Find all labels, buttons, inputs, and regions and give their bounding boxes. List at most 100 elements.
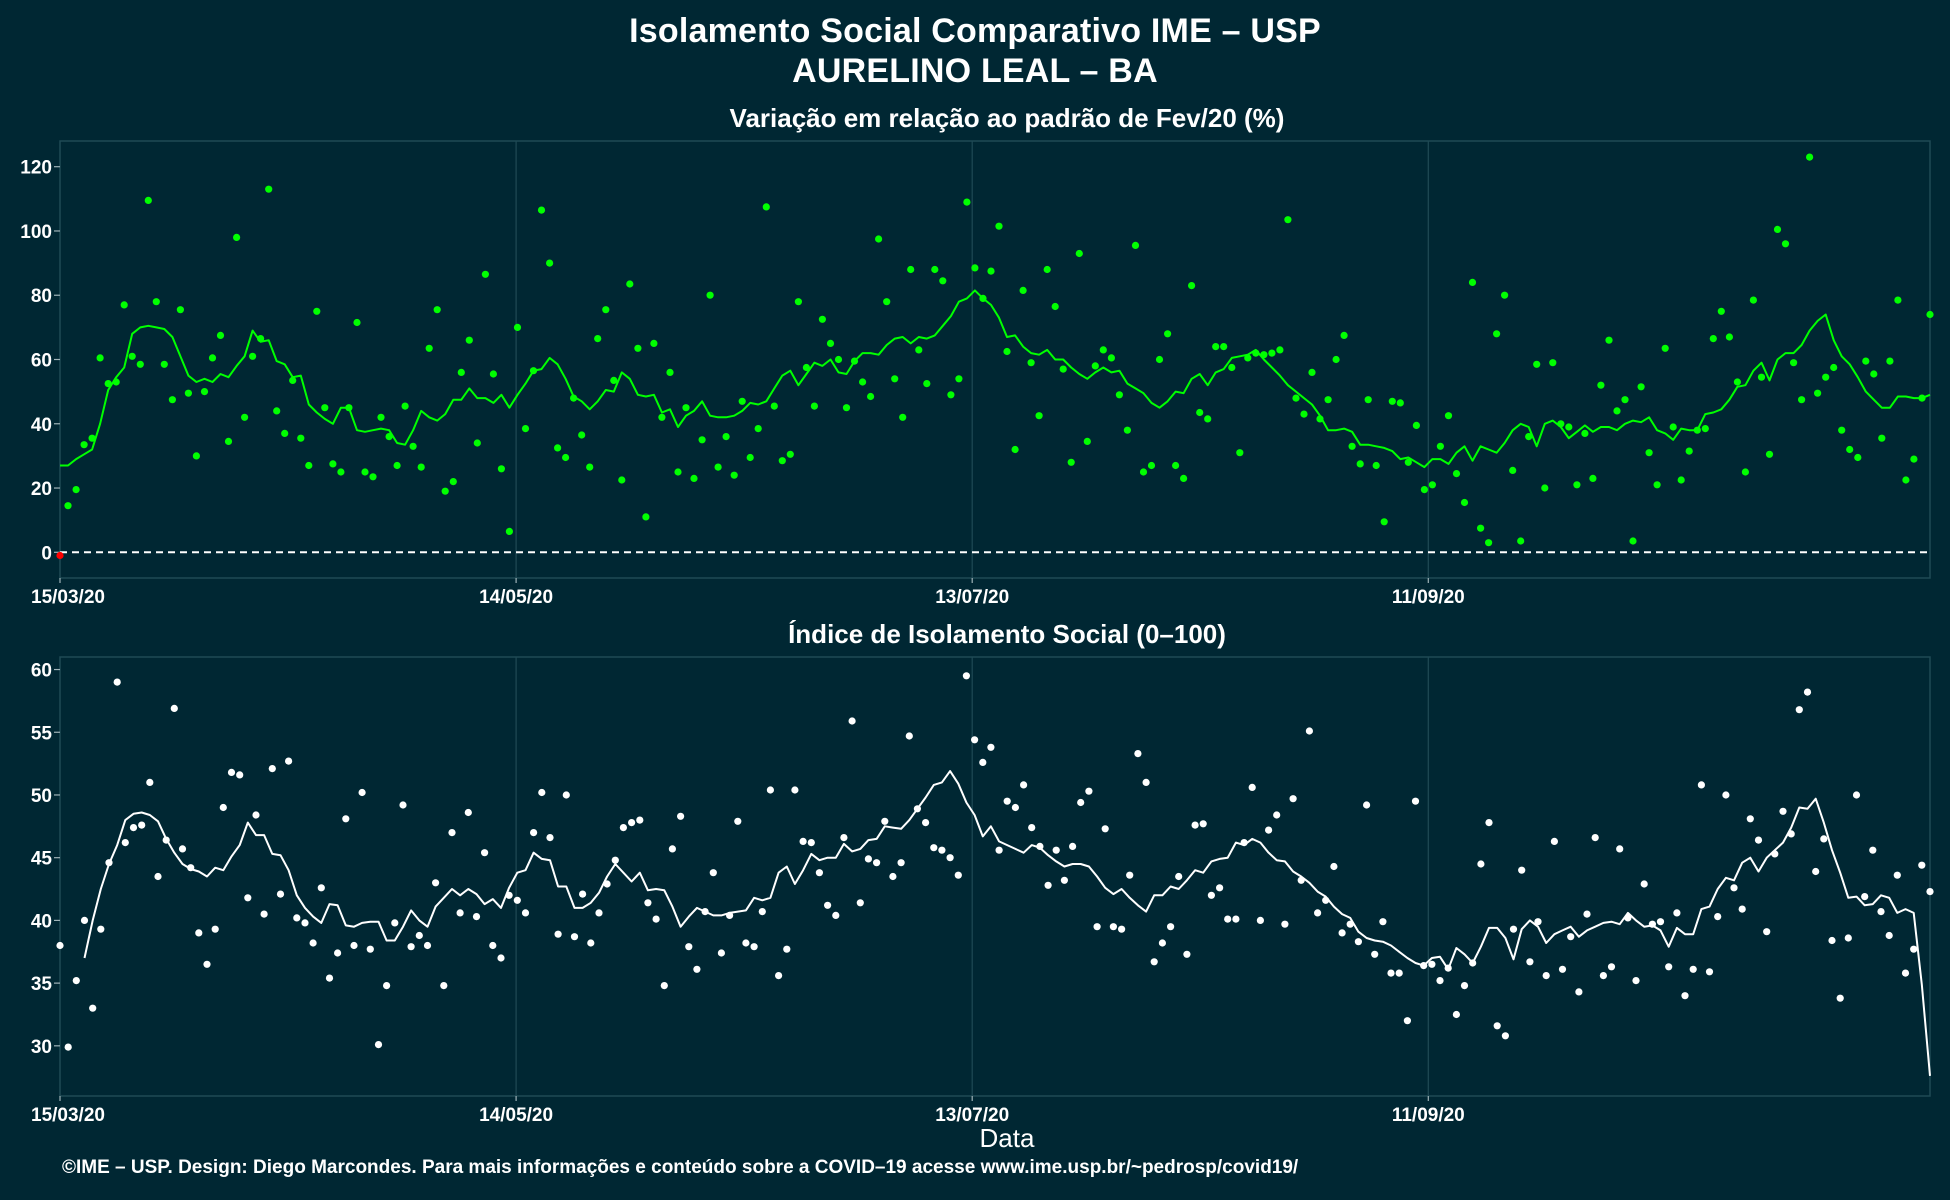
- index-data-point: [1616, 845, 1624, 853]
- index-data-point: [1738, 905, 1746, 913]
- index-data-point: [1297, 876, 1305, 884]
- index-data-point: [873, 859, 881, 867]
- index-data-point: [971, 736, 979, 744]
- index-data-point: [342, 815, 350, 823]
- variation-data-point: [1637, 383, 1645, 391]
- variation-data-point: [899, 413, 907, 421]
- variation-data-point: [345, 404, 353, 412]
- variation-data-point: [377, 413, 385, 421]
- index-data-point: [1485, 819, 1493, 827]
- index-data-point: [1175, 872, 1183, 881]
- index-data-point: [1036, 842, 1044, 851]
- variation-data-point: [642, 513, 650, 521]
- index-data-point: [1420, 962, 1428, 970]
- variation-data-point: [955, 375, 963, 383]
- variation-data-point: [136, 360, 144, 368]
- variation-data-point: [1669, 423, 1677, 431]
- variation-data-point: [1324, 396, 1332, 404]
- variation-data-point: [1573, 481, 1581, 489]
- index-x-tick-label: 11/09/20: [1392, 1105, 1465, 1126]
- index-data-point: [415, 931, 423, 940]
- index-data-point: [979, 758, 987, 767]
- index-data-point: [358, 788, 366, 797]
- variation-data-point: [1268, 349, 1276, 357]
- variation-data-point: [489, 370, 497, 378]
- variation-data-point: [1509, 466, 1517, 474]
- variation-data-point: [1019, 286, 1027, 294]
- index-data-point: [236, 771, 244, 779]
- index-data-point: [1322, 896, 1330, 904]
- index-data-point: [1305, 727, 1313, 735]
- variation-data-point: [850, 357, 859, 365]
- index-data-point: [1869, 846, 1877, 854]
- variation-data-point: [1605, 336, 1613, 344]
- index-data-point: [922, 819, 930, 827]
- index-data-point: [1812, 867, 1820, 876]
- index-data-point: [423, 941, 432, 950]
- index-data-point: [1044, 881, 1052, 889]
- variation-data-point: [634, 344, 642, 352]
- index-data-point: [775, 972, 783, 980]
- index-data-point: [113, 678, 121, 686]
- variation-data-point: [1501, 291, 1509, 299]
- variation-x-tick-label: 11/09/20: [1392, 587, 1465, 608]
- index-x-axis-label: Data: [980, 1123, 1035, 1153]
- variation-data-point: [233, 233, 241, 241]
- index-data-point: [1893, 871, 1901, 879]
- index-data-point: [1354, 938, 1362, 946]
- index-data-point: [1828, 936, 1836, 945]
- index-data-point: [1207, 891, 1215, 899]
- variation-data-point: [96, 354, 104, 362]
- variation-data-point: [722, 433, 730, 441]
- variation-data-point: [610, 376, 618, 384]
- index-data-point: [742, 939, 750, 947]
- index-data-point: [1648, 920, 1656, 928]
- variation-data-point: [626, 280, 634, 288]
- index-data-point: [219, 803, 227, 812]
- index-data-point: [1118, 925, 1126, 933]
- variation-data-point: [730, 471, 738, 479]
- variation-data-point: [361, 468, 369, 476]
- variation-data-point: [1477, 524, 1485, 532]
- index-data-point: [1289, 795, 1297, 803]
- index-data-point: [1428, 960, 1436, 968]
- index-data-point: [1599, 972, 1607, 980]
- variation-data-point: [1846, 445, 1854, 454]
- variation-data-point: [1003, 347, 1011, 356]
- index-data-point: [815, 869, 824, 877]
- index-data-point: [170, 704, 178, 713]
- variation-data-point: [1035, 412, 1043, 420]
- variation-data-point: [184, 389, 192, 397]
- index-data-point: [987, 743, 995, 751]
- variation-data-point: [425, 344, 433, 352]
- index-data-point: [619, 824, 628, 832]
- index-data-point: [824, 901, 832, 909]
- index-data-point: [750, 943, 758, 951]
- index-data-point: [309, 939, 317, 947]
- variation-data-point: [120, 301, 128, 309]
- index-data-point: [1705, 968, 1714, 976]
- variation-data-point: [891, 375, 899, 383]
- variation-data-point: [842, 404, 851, 412]
- index-data-point: [1338, 929, 1346, 937]
- variation-data-point: [1878, 434, 1886, 442]
- index-data-point: [80, 916, 89, 925]
- variation-data-point: [706, 291, 714, 299]
- index-data-point: [538, 788, 546, 797]
- index-data-point: [530, 829, 538, 837]
- index-data-point: [1142, 778, 1150, 787]
- variation-data-point: [1196, 408, 1204, 417]
- variation-x-tick-label: 13/07/20: [935, 587, 1009, 608]
- index-data-point: [1558, 965, 1567, 973]
- index-data-point: [554, 930, 562, 938]
- variation-data-point: [1749, 296, 1757, 304]
- variation-data-point: [401, 402, 409, 410]
- index-data-point: [1714, 913, 1722, 921]
- variation-data-point: [1717, 307, 1725, 315]
- variation-data-point: [200, 388, 209, 396]
- variation-data-point: [457, 368, 465, 376]
- index-y-tick-label: 35: [31, 974, 53, 995]
- index-data-point: [383, 982, 391, 990]
- index-data-point: [227, 768, 236, 777]
- index-data-point: [1542, 972, 1550, 980]
